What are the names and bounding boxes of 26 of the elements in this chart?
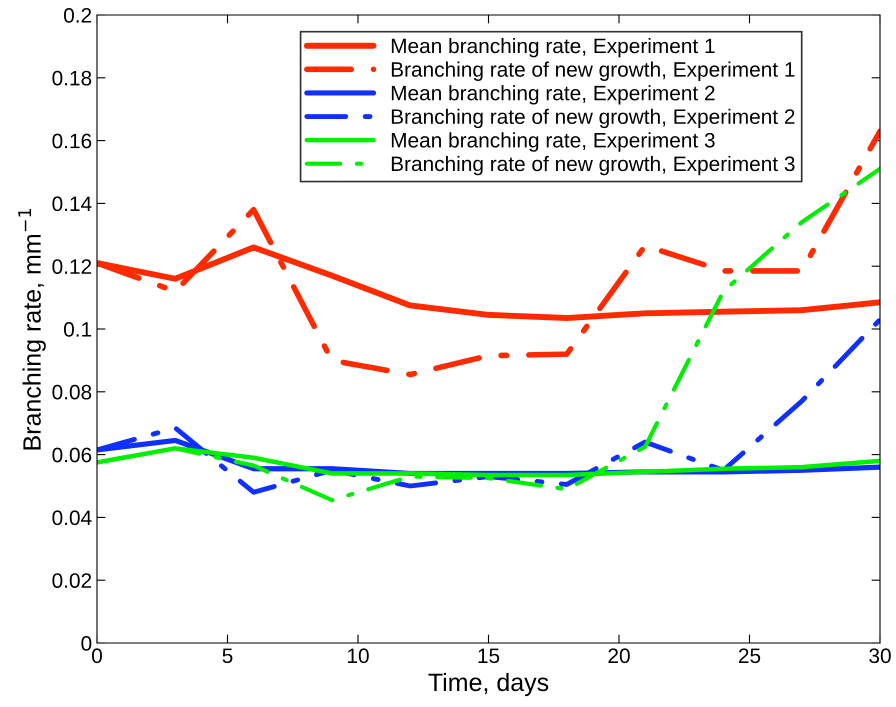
x-tick-label: 10 (348, 648, 369, 664)
y-tick-label: 0.04 (52, 510, 92, 526)
y-tick-label: 0.08 (52, 384, 92, 400)
y-tick-label: 0.16 (52, 134, 92, 148)
legend-label: Branching rate of new growth, Experiment 3 (392, 156, 795, 176)
x-tick-label: 5 (222, 648, 232, 664)
y-tick-label: 0.02 (52, 573, 92, 588)
y-tick-label: 0.06 (52, 448, 92, 462)
legend-label: Branching rate of new growth, Experiment 1 (392, 62, 794, 81)
x-tick-label: 20 (608, 648, 630, 664)
x-axis-title: Time, days (428, 672, 548, 696)
x-tick-label: 0 (92, 648, 102, 664)
y-tick-label: 0.18 (52, 70, 92, 86)
y-tick-label: 0.2 (64, 8, 92, 23)
x-tick-label: 25 (738, 648, 760, 664)
legend-label: Mean branching rate, Experiment 1 (392, 38, 715, 58)
y-tick-label: 0 (81, 636, 92, 651)
x-tick-label: 30 (869, 648, 891, 664)
y-tick-label: 0.1 (64, 322, 92, 337)
legend-label: Mean branching rate, Experiment 3 (392, 132, 715, 152)
y-axis-title: Branching rate, mm$^{−1}$ (18, 208, 46, 450)
legend-label: Mean branching rate, Experiment 2 (392, 85, 715, 105)
y-tick-label: 0.12 (52, 259, 92, 274)
legend-label: Branching rate of new growth, Experiment 2 (392, 108, 794, 128)
y-tick-label: 0.14 (52, 196, 92, 212)
x-tick-label: 15 (478, 648, 500, 664)
